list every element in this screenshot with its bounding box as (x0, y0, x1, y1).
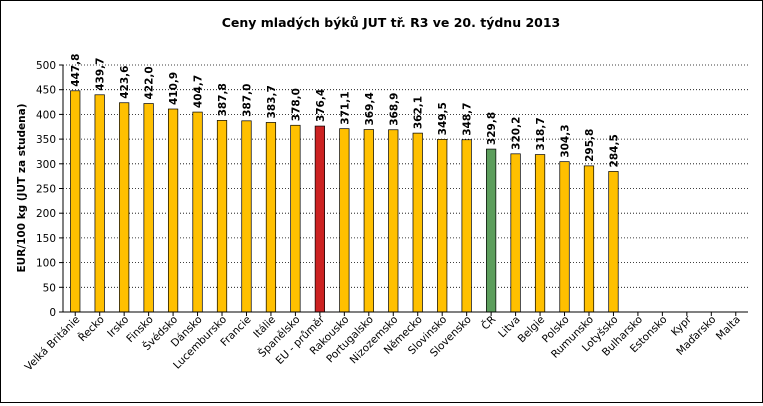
data-label: 304,3 (560, 124, 572, 157)
data-label: 387,8 (217, 83, 229, 116)
x-tick-label: Malta (714, 314, 743, 343)
data-label: 329,8 (486, 112, 498, 145)
y-tick-label: 350 (36, 134, 56, 146)
data-label: 383,7 (266, 85, 278, 118)
bar (216, 120, 228, 313)
data-label: 369,4 (364, 92, 376, 125)
y-axis-label: EUR/100 kg (JUT za studena) (16, 104, 28, 273)
data-label: 387,0 (241, 84, 253, 117)
bar (314, 125, 325, 313)
y-tick-label: 500 (36, 60, 56, 72)
bar (486, 148, 497, 313)
data-label: 376,4 (315, 89, 327, 122)
bar (534, 154, 546, 313)
bar (241, 120, 252, 313)
x-tick-label: ČR (479, 313, 499, 333)
bar (437, 138, 448, 313)
data-label: 348,7 (462, 103, 474, 136)
bar (94, 94, 105, 313)
bar (265, 122, 277, 313)
data-label: 423,6 (119, 66, 131, 99)
bars (70, 90, 619, 313)
x-tick-label: Řecko (76, 313, 107, 344)
axes (62, 65, 748, 313)
bar (412, 132, 423, 313)
data-label: 378,0 (290, 88, 302, 121)
data-label: 447,8 (70, 54, 82, 87)
y-tick-label: 50 (43, 282, 56, 294)
data-label: 295,8 (584, 129, 596, 162)
data-label: 422,0 (144, 66, 156, 99)
data-label: 368,9 (388, 93, 400, 126)
data-label: 410,9 (168, 72, 180, 105)
bar (510, 153, 521, 313)
data-label: 349,5 (437, 102, 449, 135)
data-label: 320,2 (511, 117, 523, 150)
x-axis-labels: Velká BritánieŘeckoIrskoFinskoŠvédskoDán… (23, 312, 743, 373)
y-tick-label: 300 (36, 159, 56, 171)
bar (167, 108, 179, 313)
x-tick-label: Velká Británie (23, 314, 83, 374)
y-tick-label: 450 (36, 85, 56, 97)
bar (70, 90, 81, 313)
y-axis-ticks: 0 50 100 150 200 250 300 350 400 450 500 (36, 60, 63, 319)
bar (339, 128, 350, 313)
y-tick-label: 250 (36, 184, 56, 196)
data-label: 404,7 (193, 75, 205, 108)
chart-title: Ceny mladých býků JUT tř. R3 ve 20. týdn… (222, 15, 561, 30)
bar (608, 171, 619, 313)
data-label: 318,7 (535, 117, 547, 150)
bar (192, 111, 203, 313)
bar (583, 165, 595, 313)
bar (290, 124, 301, 313)
data-label: 371,1 (339, 91, 351, 124)
bar (143, 103, 154, 313)
bar (119, 102, 130, 313)
y-tick-label: 200 (36, 208, 56, 220)
gridlines (63, 64, 748, 288)
value-labels: 447,8 439,7 423,6 422,0 410,9 404,7 387,8 387,0… (70, 54, 620, 168)
bar (388, 129, 399, 313)
bar (559, 161, 570, 313)
bar (461, 139, 472, 313)
data-label: 439,7 (95, 58, 107, 91)
y-tick-label: 150 (36, 233, 56, 245)
y-tick-label: 100 (36, 258, 56, 270)
data-label: 362,1 (413, 96, 425, 129)
data-label: 284,5 (608, 134, 620, 167)
y-tick-label: 0 (49, 307, 56, 319)
y-tick-label: 400 (36, 109, 56, 121)
bar (363, 129, 374, 313)
